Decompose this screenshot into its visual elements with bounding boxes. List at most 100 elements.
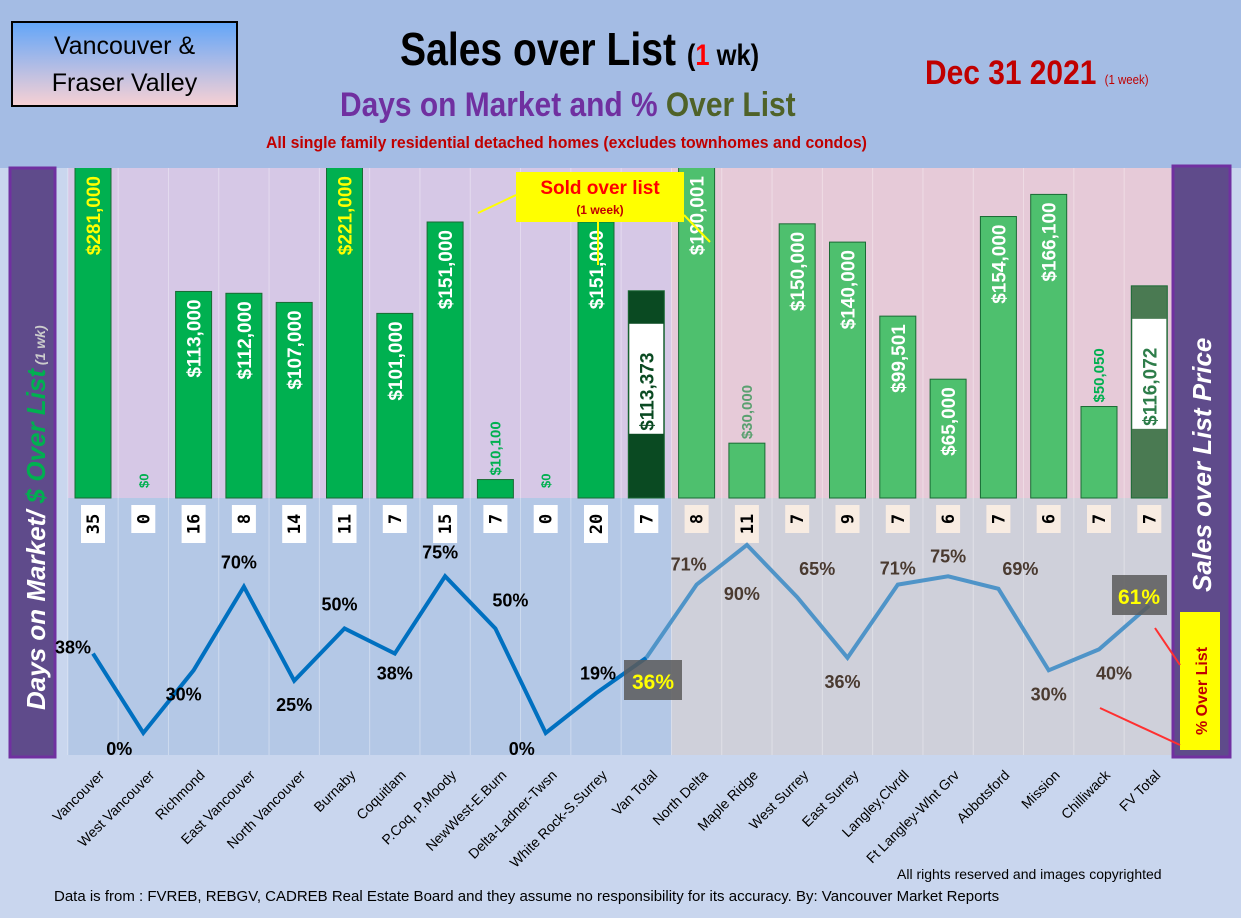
x-tick-label: Mission	[1018, 767, 1063, 812]
pct-over-callout-bg	[1180, 612, 1220, 750]
days-on-market-value: 8	[688, 514, 708, 524]
subtitle-a: Days on Market and %	[340, 86, 666, 124]
pct-value-label: 61%	[1118, 586, 1160, 609]
days-on-market-value: 7	[989, 514, 1009, 524]
pct-value-label: 50%	[492, 591, 528, 611]
bar-value-label: $190,001	[688, 176, 709, 256]
bar-maple-ridge	[728, 442, 766, 499]
pct-value-label: 75%	[422, 542, 458, 562]
left-axis-label-part: $ Over List	[21, 368, 51, 505]
x-tick-label: Chilliwack	[1058, 766, 1114, 822]
logo-line2: Fraser Valley	[51, 69, 198, 97]
bar-value-label: $151,000	[436, 230, 457, 309]
pct-value-label: 65%	[799, 559, 835, 579]
bar-value-label: $112,000	[235, 301, 256, 379]
total-label-bg	[629, 323, 664, 434]
pct-value-label: 50%	[321, 595, 357, 615]
days-on-market-value: 20	[587, 514, 607, 534]
bar-east-surrey	[829, 241, 866, 499]
bar-value-label: $101,000	[386, 321, 407, 400]
sold-over-callout: Sold over list	[540, 178, 660, 199]
sold-over-callout-sub: (1 week)	[576, 203, 623, 217]
chart-title: Sales over List (1 wk)	[400, 22, 759, 76]
days-on-market-value: 0	[134, 514, 154, 524]
paren: (	[686, 39, 696, 72]
days-on-market-box	[483, 505, 508, 533]
bar-area-bg-van	[68, 168, 672, 498]
days-on-market-box	[1087, 505, 1111, 533]
bar-value-label: $113,373	[637, 353, 658, 431]
days-on-market-box	[584, 505, 608, 543]
bar-value-label: $99,501	[889, 324, 910, 393]
days-on-market-value: 7	[637, 514, 657, 524]
callout-arrow	[683, 214, 711, 243]
bar-value-label: $154,000	[989, 225, 1010, 304]
bar-richmond	[175, 290, 213, 499]
data-source: Data is from : FVREB, REBGV, CADREB Real…	[54, 888, 1000, 905]
pct-value-label: 38%	[55, 638, 91, 658]
bar-white-rock-s-surrey	[577, 221, 615, 499]
x-tick-label: Burnaby	[310, 767, 358, 815]
title-rest: wk)	[709, 39, 760, 72]
days-on-market-value: 9	[839, 514, 859, 524]
copyright: All rights reserved and images copyright…	[897, 866, 1162, 882]
bar-newwest-e-burn	[476, 479, 514, 499]
left-axis-label: Days on Market/ $ Over List (1 wk)	[21, 325, 51, 710]
bar-vancouver	[74, 168, 112, 499]
x-tick-label: Abbotsford	[953, 767, 1012, 826]
x-tick-label: Van Total	[609, 767, 661, 819]
days-on-market-box	[986, 505, 1011, 533]
bar-value-label: $65,000	[939, 387, 960, 456]
bar-chilliwack	[1080, 406, 1118, 499]
pct-value-label: 25%	[276, 695, 312, 715]
x-tick-label: White Rock-S.Surrey	[506, 767, 610, 871]
bar-burnaby	[326, 168, 363, 499]
days-on-market-box	[533, 505, 558, 533]
chart-subtitle: Days on Market and % Over List	[340, 86, 796, 125]
pct-value-label: 71%	[880, 559, 916, 579]
pct-value-label: 40%	[1096, 663, 1132, 683]
days-on-market-box	[936, 505, 961, 533]
report-date: Dec 31 2021 (1 week)	[925, 54, 1149, 93]
bar-value-label: $0	[539, 474, 554, 488]
days-on-market-value: 0	[537, 514, 557, 524]
days-on-market-box	[684, 505, 709, 533]
pct-value-label: 30%	[166, 684, 202, 704]
pct-highlight-box	[624, 660, 682, 700]
pct-value-label: 90%	[724, 584, 760, 604]
subtitle-b: Over List	[665, 86, 796, 124]
pct-value-label: 36%	[632, 671, 674, 694]
pct-value-label: 19%	[580, 663, 616, 683]
days-on-market-value: 7	[1140, 514, 1160, 524]
days-on-market-box	[282, 505, 307, 543]
left-axis-panel	[8, 166, 57, 759]
pct-value-label: 0%	[106, 739, 132, 759]
pct-value-label: 69%	[1002, 559, 1038, 579]
bar-value-label: $166,100	[1040, 202, 1061, 281]
bar-west-surrey	[778, 223, 816, 499]
bar-coquitlam	[376, 312, 414, 499]
bar-value-label: $50,050	[1091, 348, 1108, 402]
days-on-market-value: 11	[738, 514, 758, 534]
days-on-market-box	[785, 505, 810, 533]
bar-value-label: $151,000	[587, 230, 608, 309]
bar-north-vancouver	[275, 301, 313, 499]
days-on-market-value: 11	[336, 514, 356, 534]
x-tick-label: Ft Langley-Wlnt Grv	[863, 767, 962, 866]
bar-value-label: $113,000	[185, 299, 206, 377]
days-on-market-box	[835, 505, 860, 533]
days-on-market-value: 6	[939, 514, 959, 524]
bar-value-label: $10,100	[487, 421, 504, 475]
days-on-market-value: 6	[1040, 514, 1060, 524]
days-on-market-value: 7	[788, 514, 808, 524]
bar-value-label: $150,000	[788, 232, 809, 311]
days-on-market-value: 16	[185, 514, 205, 534]
pct-over-list-line-van	[91, 573, 648, 737]
date-text: Dec 31 2021	[925, 54, 1097, 92]
days-on-market-value: 15	[436, 514, 456, 534]
region-logo: Vancouver & Fraser Valley	[11, 21, 238, 107]
days-on-market-value: 7	[889, 514, 909, 524]
bar-value-label: $281,000	[84, 176, 105, 255]
bar-value-label: $0	[136, 474, 151, 488]
